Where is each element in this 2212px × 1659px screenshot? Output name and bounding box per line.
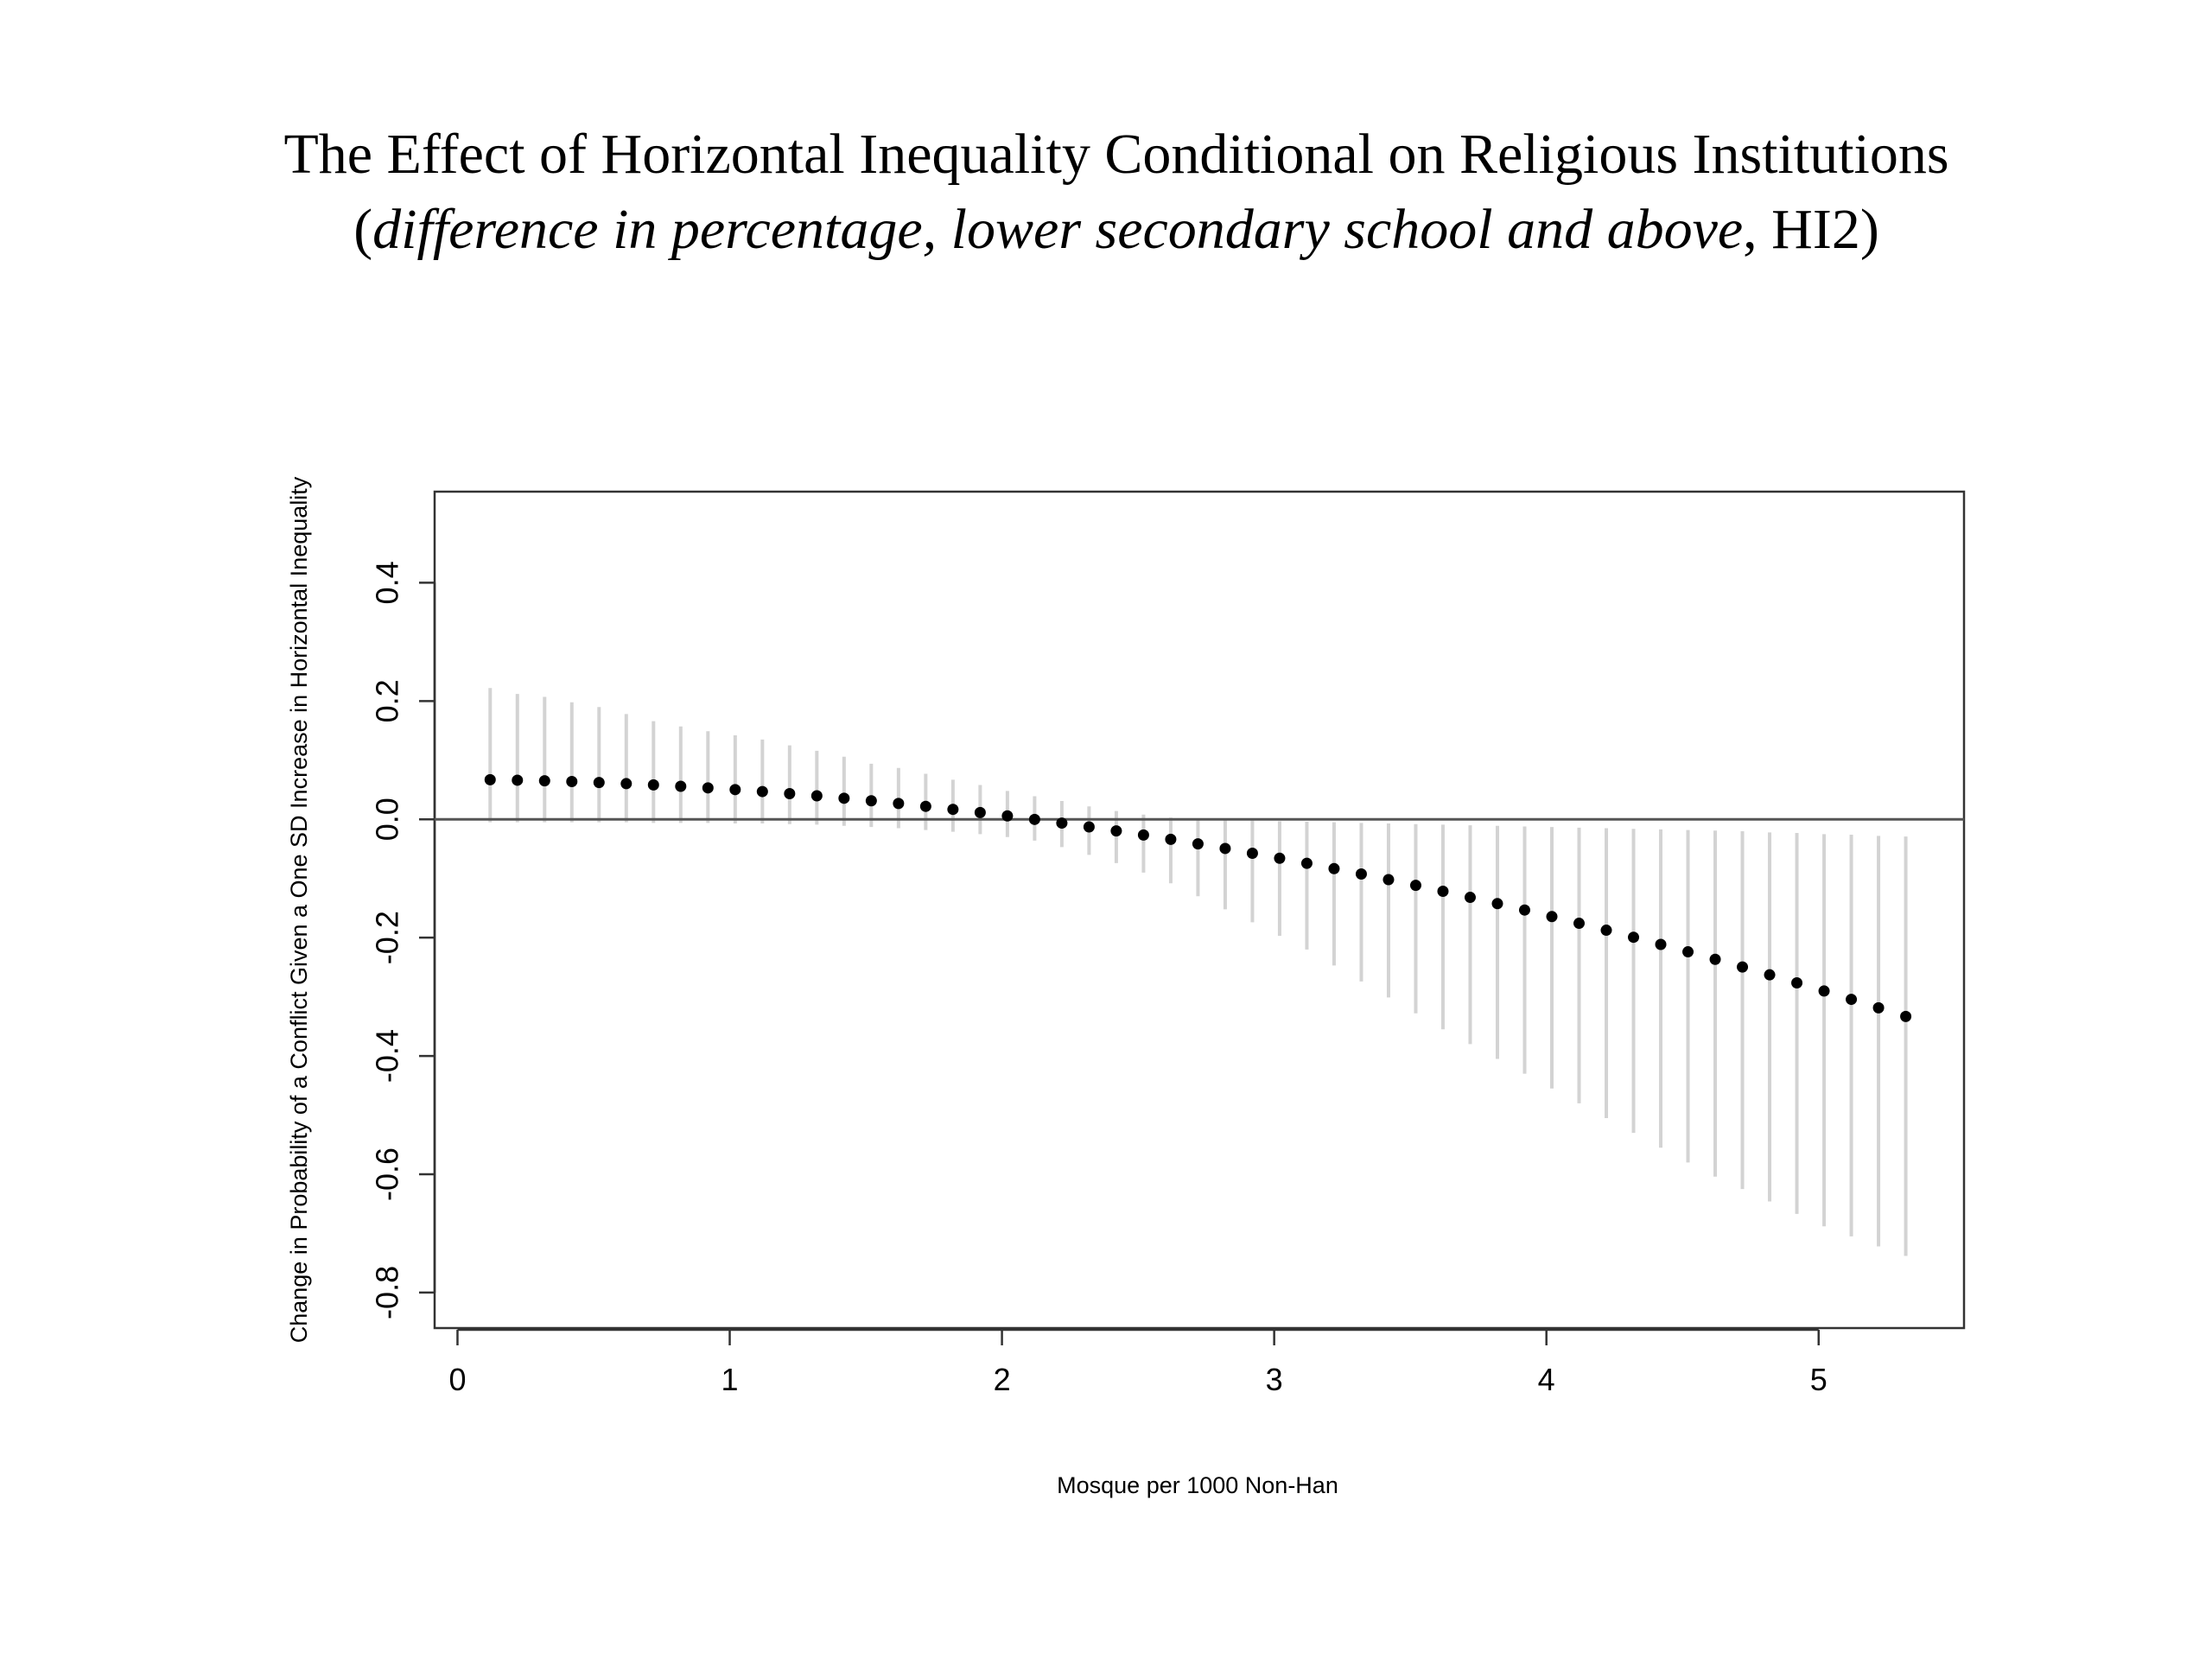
point [1791, 976, 1803, 988]
y-tick-label: -0.4 [370, 1029, 405, 1083]
point [919, 800, 931, 812]
chart-title: The Effect of Horizontal Inequality Cond… [283, 123, 1948, 186]
subtitle-part: ( [353, 198, 372, 261]
point [512, 774, 524, 786]
point [865, 795, 877, 807]
point [1355, 868, 1367, 880]
point [1682, 946, 1694, 958]
point [1328, 862, 1340, 874]
x-tick-label: 2 [994, 1362, 1011, 1397]
point [1110, 825, 1122, 837]
x-axis-label: Mosque per 1000 Non-Han [1057, 1472, 1338, 1498]
point [484, 773, 496, 785]
point [974, 806, 986, 818]
y-axis-label: Change in Probability of a Conflict Give… [286, 476, 312, 1343]
point [1028, 813, 1040, 825]
point [810, 790, 823, 802]
point [1001, 810, 1014, 822]
x-tick-label: 4 [1538, 1362, 1555, 1397]
x-tick-label: 3 [1266, 1362, 1283, 1397]
point [1491, 898, 1503, 910]
y-tick-label: 0.4 [370, 561, 405, 604]
x-tick-label: 0 [448, 1362, 466, 1397]
point [1192, 838, 1204, 850]
point [1083, 821, 1095, 833]
point [756, 785, 768, 798]
point [893, 798, 905, 810]
point [647, 779, 659, 791]
subtitle-part: difference in percentage, lower secondar… [372, 198, 1743, 261]
y-tick-label: 0.0 [370, 798, 405, 841]
point [1464, 892, 1476, 904]
y-tick-label: -0.8 [370, 1266, 405, 1319]
point [1573, 918, 1586, 930]
point [1900, 1010, 1912, 1022]
point [1628, 931, 1640, 944]
point [1600, 925, 1612, 937]
point [1709, 953, 1721, 965]
point [702, 782, 714, 794]
point [1655, 938, 1667, 950]
point [729, 784, 741, 796]
point [620, 778, 632, 790]
point [1737, 961, 1749, 973]
point [1546, 911, 1558, 923]
point [1137, 829, 1149, 841]
point [1382, 874, 1395, 886]
point [1274, 852, 1286, 864]
point [1056, 817, 1068, 830]
point [566, 776, 578, 788]
point [675, 780, 687, 792]
point [1818, 985, 1830, 997]
point [1518, 904, 1530, 916]
point [947, 804, 959, 816]
plot-frame [433, 490, 1966, 1330]
point [838, 792, 850, 804]
point [1300, 857, 1313, 869]
point [1246, 847, 1258, 859]
subtitle-part: , HI2) [1743, 198, 1879, 261]
x-tick-label: 5 [1810, 1362, 1827, 1397]
point [1764, 969, 1776, 981]
point [1846, 994, 1858, 1006]
y-tick-label: 0.2 [370, 679, 405, 722]
point [1219, 842, 1231, 855]
point [1165, 833, 1177, 845]
point [784, 787, 796, 799]
point [538, 775, 550, 787]
y-tick-label: -0.6 [370, 1147, 405, 1201]
chart-subtitle: (difference in percentage, lower seconda… [353, 198, 1879, 261]
x-tick-label: 1 [721, 1362, 739, 1397]
point [1872, 1001, 1885, 1014]
point [1437, 886, 1449, 898]
y-tick-label: -0.2 [370, 911, 405, 964]
point [1409, 880, 1421, 892]
point [593, 777, 605, 789]
